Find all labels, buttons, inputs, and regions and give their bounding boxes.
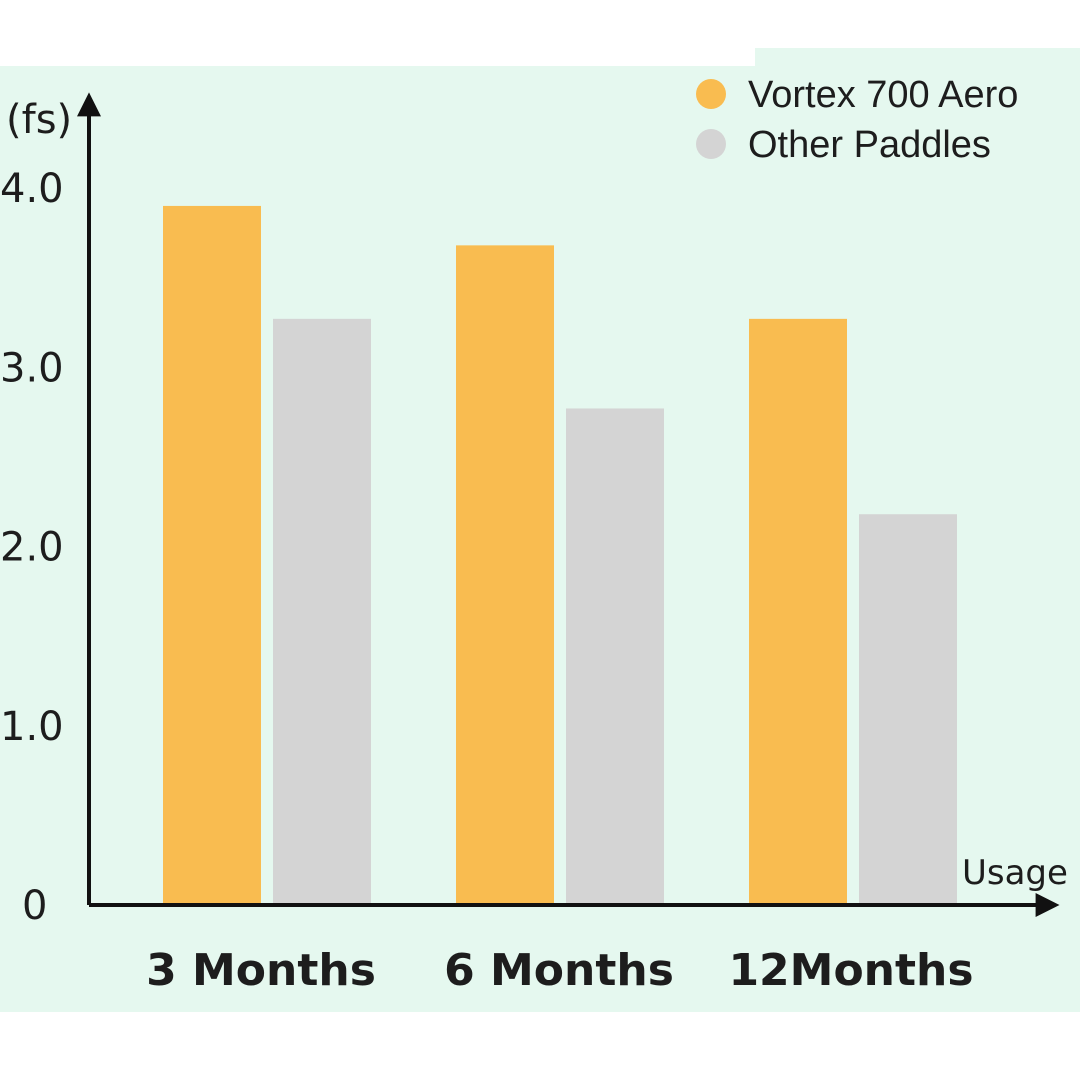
bar-other-1 xyxy=(566,408,664,905)
bar-vortex-0 xyxy=(163,205,261,906)
bars-group xyxy=(163,205,957,906)
y-tick-label: 0 xyxy=(22,883,47,929)
x-category-label: 3 Months xyxy=(146,945,376,996)
y-tick-label: 4.0 xyxy=(0,166,64,212)
x-category-label: 12Months xyxy=(728,945,973,996)
legend-swatch xyxy=(696,129,726,159)
bar-other-0 xyxy=(273,318,371,905)
legend-swatch xyxy=(696,79,726,109)
y-tick-labels: 0 1.0 2.0 3.0 4.0 xyxy=(0,166,64,929)
y-tick-label: 3.0 xyxy=(0,345,64,391)
bar-vortex-1 xyxy=(456,245,554,906)
y-axis-label: (fs) xyxy=(6,97,72,143)
plot-background-notch xyxy=(755,48,1080,68)
x-axis-label: Usage xyxy=(962,853,1068,893)
legend: Vortex 700 Aero Other Paddles xyxy=(696,74,1018,166)
y-tick-label: 1.0 xyxy=(0,704,64,750)
bar-other-2 xyxy=(859,514,957,905)
x-category-labels: 3 Months 6 Months 12Months xyxy=(146,945,973,996)
legend-label: Other Paddles xyxy=(748,124,991,166)
legend-label: Vortex 700 Aero xyxy=(748,74,1018,116)
x-category-label: 6 Months xyxy=(444,945,674,996)
y-tick-label: 2.0 xyxy=(0,525,64,571)
bar-vortex-2 xyxy=(749,318,847,905)
